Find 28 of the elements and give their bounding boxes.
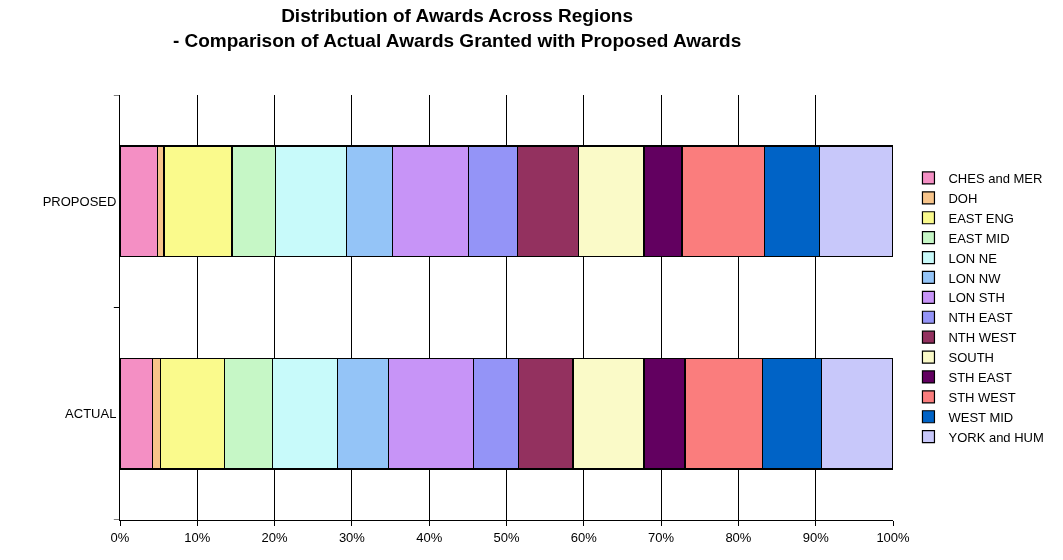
legend-label: LON NW: [948, 270, 1002, 286]
y-tick-label: ACTUAL: [65, 406, 117, 422]
legend-label: DOH: [948, 190, 978, 206]
x-tick-label: 40%: [416, 529, 443, 545]
legend-label: YORK and HUM: [948, 429, 1044, 445]
x-tick-label: 50%: [493, 529, 520, 545]
legend-label: EAST MID: [948, 230, 1010, 246]
legend-label: STH EAST: [948, 370, 1013, 386]
legend-label: EAST ENG: [948, 210, 1014, 226]
x-tick-label: 70%: [648, 529, 675, 545]
x-tick-label: 90%: [802, 529, 830, 545]
legend-label: LON NE: [948, 250, 998, 266]
legend-label: NTH WEST: [948, 330, 1017, 346]
legend-label: STH WEST: [948, 389, 1016, 405]
x-tick-label: 30%: [338, 529, 366, 545]
legend-label: CHES and MER: [948, 171, 1043, 187]
x-tick-label: 80%: [725, 529, 752, 545]
chart-title: Distribution of Awards Across Regions - Comparison of Actual Awards Granted with Proposed Awards: [172, 5, 742, 52]
x-tick-label: 20%: [261, 529, 289, 545]
x-tick-label: 0%: [110, 529, 130, 545]
legend-label: WEST MID: [948, 409, 1014, 425]
legend-label: NTH EAST: [948, 310, 1013, 326]
legend-label: LON STH: [948, 290, 1005, 306]
x-tick-label: 100%: [876, 529, 911, 545]
x-tick-label: 60%: [570, 529, 598, 545]
legend-label: SOUTH: [948, 350, 994, 366]
x-tick-label: 10%: [184, 529, 211, 545]
y-tick-label: PROPOSED: [42, 193, 117, 209]
